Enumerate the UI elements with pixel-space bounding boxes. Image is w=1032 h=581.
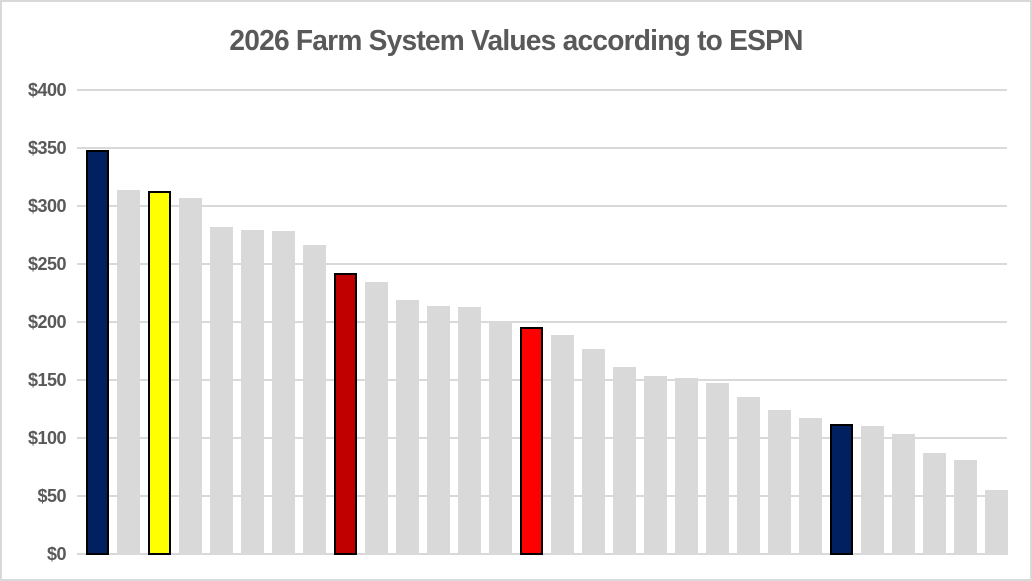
bar	[458, 306, 481, 555]
gridline	[77, 89, 1007, 91]
y-axis-tick-label: $0	[46, 544, 67, 564]
gridline	[77, 147, 1007, 149]
bar	[861, 426, 884, 555]
gridline	[77, 321, 1007, 323]
bar	[427, 305, 450, 555]
plot-area	[77, 89, 1008, 555]
y-axis-tick-label: $300	[27, 196, 67, 216]
bar	[365, 282, 388, 555]
bar	[737, 397, 760, 555]
y-axis-tick-label: $350	[27, 138, 67, 158]
y-axis-tick-label: $400	[27, 80, 67, 100]
bar	[923, 452, 946, 555]
y-axis-tick-label: $50	[37, 486, 66, 506]
y-axis-tick-label: $100	[27, 428, 67, 448]
bar	[892, 434, 915, 555]
y-axis-tick-label: $250	[27, 254, 67, 274]
bar	[985, 490, 1008, 555]
highlighted-bar	[830, 423, 853, 555]
bar	[241, 230, 264, 555]
bar	[303, 245, 326, 555]
bar	[799, 418, 822, 555]
chart-title: 2026 Farm System Values according to ESP…	[229, 25, 803, 57]
bar	[706, 383, 729, 555]
bar	[210, 226, 233, 555]
gridline	[77, 263, 1007, 265]
y-axis-tick-label: $150	[27, 370, 67, 390]
bar	[272, 231, 295, 555]
bar	[179, 197, 202, 555]
gridline	[77, 205, 1007, 207]
y-axis-tick-label: $200	[27, 312, 67, 332]
bar	[613, 367, 636, 555]
bar	[675, 377, 698, 555]
bar	[768, 410, 791, 555]
highlighted-bar	[86, 150, 109, 555]
highlighted-bar	[148, 190, 171, 555]
bar	[954, 459, 977, 555]
bar	[644, 376, 667, 555]
bars-group	[86, 150, 1008, 555]
bar	[489, 323, 512, 555]
highlighted-bar	[520, 326, 543, 555]
highlighted-bar	[334, 273, 357, 555]
bar	[396, 299, 419, 555]
bar	[117, 189, 140, 555]
bar	[582, 348, 605, 555]
bar	[551, 334, 574, 555]
